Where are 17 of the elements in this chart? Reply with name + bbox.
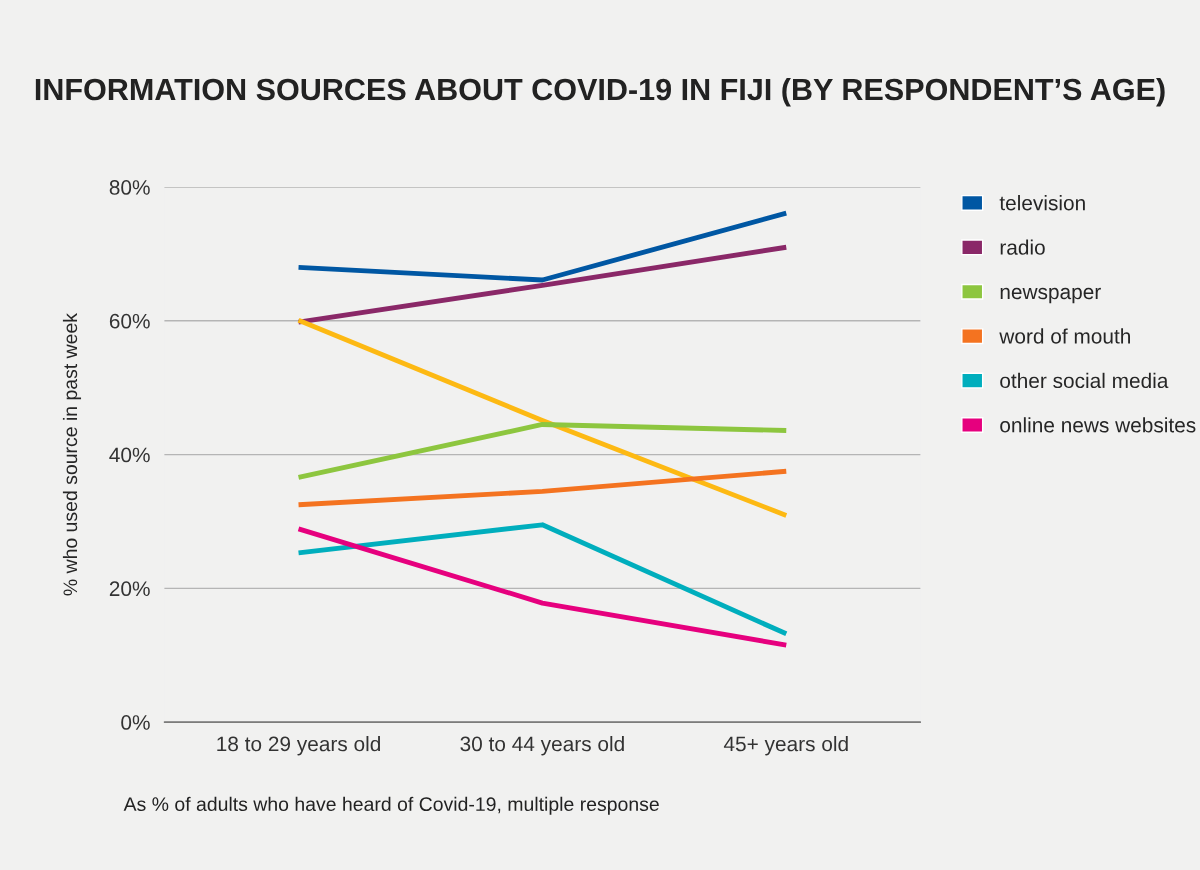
x-tick-label: 18 to 29 years old <box>217 735 380 756</box>
legend-label: other social media <box>1000 372 1169 389</box>
legend-label: word of mouth <box>999 328 1130 344</box>
y-tick-label: 0% <box>121 715 150 730</box>
legend-label: newspaper <box>1000 287 1101 304</box>
x-tick-label: 45+ years old <box>723 735 848 756</box>
legend-label: television <box>999 195 1085 211</box>
legend-label: radio <box>1000 239 1045 255</box>
y-tick-label: 80% <box>109 180 150 195</box>
y-axis-title: % who used source in past week <box>62 312 82 596</box>
y-tick-label: 20% <box>109 581 150 597</box>
x-tick-label: 30 to 44 years old <box>460 735 624 756</box>
y-tick-label: 40% <box>109 447 150 463</box>
chart-title: INFORMATION SOURCES ABOUT COVID-19 IN FIJI (BY RESPONDENT’S AGE) <box>35 77 1165 107</box>
text: As % of adults who have heard of Covid-19, multiple response <box>123 796 659 815</box>
y-tick-label: 60% <box>109 313 150 329</box>
legend-label: online news websites <box>1000 417 1196 433</box>
